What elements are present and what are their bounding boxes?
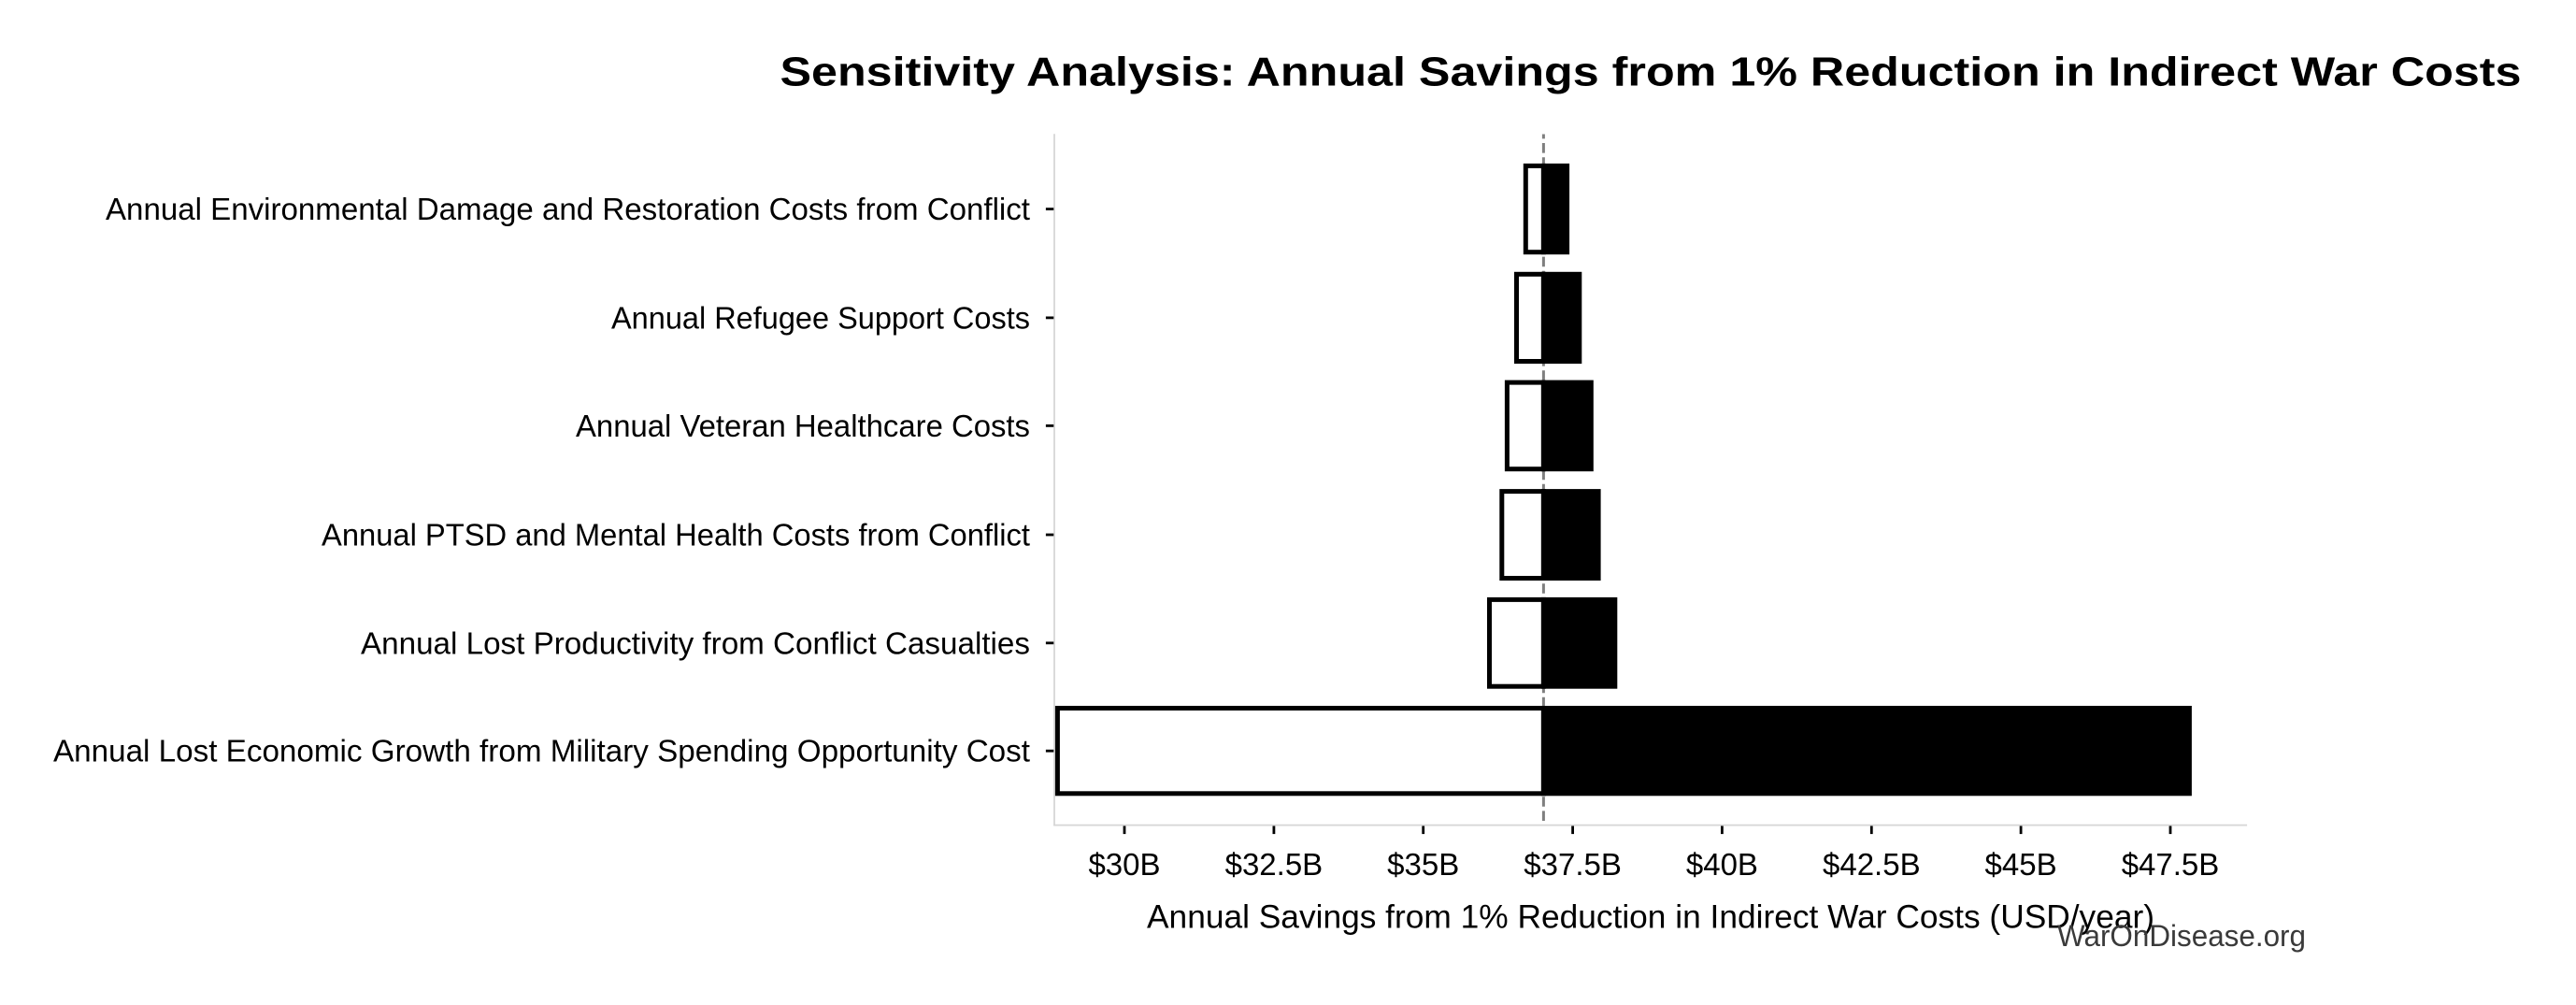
svg-text:WarOnDisease.org: WarOnDisease.org (2057, 919, 2306, 953)
svg-text:$40B: $40B (1686, 847, 1758, 882)
svg-text:Annual Environmental Damage an: Annual Environmental Damage and Restorat… (106, 192, 1030, 226)
svg-text:Annual PTSD and Mental Health: Annual PTSD and Mental Health Costs from… (322, 518, 1030, 553)
svg-text:Annual Lost Economic Growth fr: Annual Lost Economic Growth from Militar… (53, 734, 1030, 768)
svg-text:$37.5B: $37.5B (1524, 847, 1622, 882)
svg-text:$30B: $30B (1088, 847, 1160, 882)
svg-text:$47.5B: $47.5B (2122, 847, 2220, 882)
svg-text:$32.5B: $32.5B (1225, 847, 1324, 882)
svg-text:$35B: $35B (1387, 847, 1459, 882)
svg-text:$45B: $45B (1985, 847, 2057, 882)
svg-text:$42.5B: $42.5B (1823, 847, 1921, 882)
svg-text:Sensitivity Analysis: Annual S: Sensitivity Analysis: Annual Savings fro… (780, 50, 2522, 95)
svg-text:Annual Refugee Support Costs: Annual Refugee Support Costs (611, 300, 1030, 335)
svg-text:Annual Veteran Healthcare Cost: Annual Veteran Healthcare Costs (576, 409, 1030, 443)
svg-text:Annual Lost Productivity from: Annual Lost Productivity from Conflict C… (361, 625, 1030, 660)
svg-text:Annual Savings from 1% Reducti: Annual Savings from 1% Reduction in Indi… (1147, 899, 2154, 936)
